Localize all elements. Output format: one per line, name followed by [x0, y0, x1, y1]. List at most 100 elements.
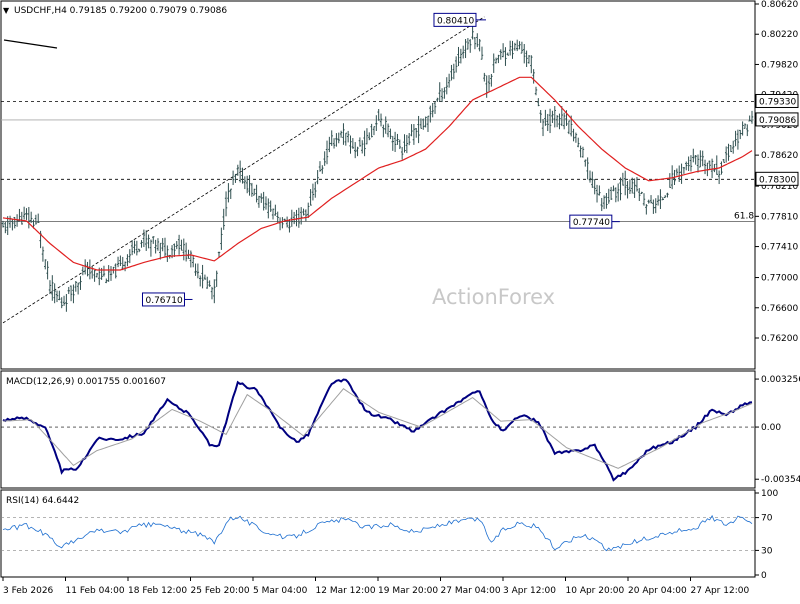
- price-bar: [271, 208, 275, 220]
- price-bar: [537, 98, 540, 107]
- price-bar: [309, 189, 312, 206]
- price-header: USDCHF,H4 0.79185 0.79200 0.79079 0.7908…: [14, 6, 227, 16]
- price-bar: [649, 195, 653, 204]
- price-bar: [210, 286, 214, 300]
- price-axis-box: 0.79330: [755, 93, 799, 108]
- price-bar: [548, 108, 552, 134]
- price-bar: [316, 170, 319, 185]
- macd-title: MACD(12,26,9) 0.001755 0.001607: [6, 377, 166, 387]
- price-bar: [130, 240, 134, 256]
- price-bar: [520, 41, 524, 54]
- price-bar: [438, 82, 441, 102]
- price-bar: [464, 38, 467, 59]
- price-bar: [640, 191, 643, 195]
- price-bar: [285, 216, 289, 228]
- price-bar: [79, 276, 82, 290]
- level-label: 0.77740: [569, 214, 620, 229]
- price-bar: [607, 188, 610, 204]
- x-tick-label: 27 Mar 04:00: [441, 586, 501, 596]
- price-bar: [492, 53, 495, 73]
- price-bar: [18, 208, 21, 222]
- price-bar: [429, 105, 432, 123]
- collapse-triangle-icon[interactable]: ▼: [3, 6, 10, 15]
- price-bar: [213, 279, 216, 304]
- price-bar: [436, 97, 439, 102]
- price-bar: [701, 150, 704, 167]
- price-bar: [346, 130, 350, 143]
- price-bar: [302, 208, 305, 216]
- price-bar: [196, 263, 200, 279]
- price-bar: [332, 138, 336, 149]
- price-bar: [532, 69, 535, 84]
- price-bar: [433, 101, 437, 114]
- price-bar: [22, 206, 26, 220]
- x-tick-label: 12 Mar 12:00: [316, 586, 376, 596]
- price-bar: [732, 140, 735, 154]
- price-bar: [487, 75, 491, 93]
- price-bar: [645, 204, 648, 215]
- x-tick-label: 19 Mar 20:00: [378, 586, 438, 596]
- price-bar: [344, 132, 348, 146]
- level-label: 0.76710: [141, 292, 193, 307]
- price-bar: [34, 214, 38, 225]
- price-bar: [633, 178, 636, 198]
- price-bar: [48, 280, 52, 295]
- price-bar: [581, 146, 585, 158]
- price-bar: [713, 163, 716, 173]
- price-bar: [370, 123, 373, 138]
- price-bar: [675, 168, 679, 176]
- price-bar: [175, 240, 178, 250]
- price-axis-box-text: 0.79086: [759, 116, 796, 126]
- price-bar: [323, 151, 326, 166]
- price-bar: [715, 155, 718, 175]
- price-bar: [614, 187, 618, 203]
- price-bar: [729, 145, 733, 153]
- price-bar: [88, 259, 92, 280]
- price-bar: [476, 33, 479, 48]
- price-bar: [452, 63, 456, 80]
- price-bar: [342, 123, 345, 145]
- price-bar: [339, 130, 343, 138]
- price-bar: [727, 143, 730, 161]
- price-bar: [156, 238, 160, 251]
- price-bar: [1, 220, 5, 228]
- price-bar: [678, 165, 681, 183]
- price-bar: [11, 219, 14, 231]
- price-bar: [234, 173, 237, 183]
- price-bar: [654, 198, 657, 214]
- price-bar: [539, 109, 542, 123]
- rsi-line: [2, 514, 753, 552]
- price-bar: [267, 198, 270, 219]
- price-bar: [393, 131, 397, 152]
- price-bar: [494, 57, 498, 64]
- price-bar: [426, 115, 430, 132]
- price-bar: [454, 56, 458, 73]
- price-bar: [647, 199, 650, 204]
- x-tick-label: 18 Feb 12:00: [128, 586, 187, 596]
- rsi-layer: [1, 514, 755, 552]
- price-bar: [422, 118, 425, 130]
- price-bar: [166, 245, 169, 262]
- price-bar: [405, 134, 409, 154]
- price-bar: [140, 240, 143, 248]
- price-bar: [297, 207, 301, 228]
- price-bar: [274, 204, 277, 216]
- price-bar: [51, 275, 54, 301]
- price-bar: [739, 129, 742, 140]
- price-bar: [605, 193, 608, 209]
- price-bar: [229, 188, 232, 199]
- price-axis-box-rect: [755, 112, 799, 127]
- price-bar: [466, 38, 470, 50]
- price-bar: [180, 239, 183, 251]
- price-bar: [384, 116, 387, 134]
- price-bar: [501, 43, 505, 58]
- price-bar: [260, 193, 263, 203]
- price-bar: [750, 110, 754, 124]
- macd-y-tick-label: 0.00: [761, 423, 781, 433]
- price-y-tick-label: 0.80220: [761, 30, 798, 40]
- price-axis-box-rect: [755, 171, 799, 186]
- price-bar: [248, 175, 251, 196]
- x-tick-label: 3 Apr 12:00: [503, 586, 556, 596]
- price-bar: [255, 184, 258, 203]
